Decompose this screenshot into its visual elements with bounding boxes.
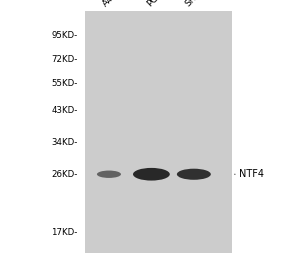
Text: 55KD-: 55KD- [52,79,78,88]
Text: 17KD-: 17KD- [52,228,78,237]
Text: 43KD-: 43KD- [52,106,78,115]
Ellipse shape [177,169,211,180]
Text: A431: A431 [101,0,124,8]
Ellipse shape [133,168,170,181]
Ellipse shape [97,171,121,178]
Text: NTF4: NTF4 [239,169,264,179]
Text: 72KD-: 72KD- [52,55,78,64]
Text: 26KD-: 26KD- [52,170,78,179]
Bar [85,11,232,253]
Text: SH-SY5Y: SH-SY5Y [183,0,216,8]
Text: 34KD-: 34KD- [52,138,78,147]
Text: PC-3: PC-3 [145,0,166,8]
Text: 95KD-: 95KD- [52,31,78,40]
